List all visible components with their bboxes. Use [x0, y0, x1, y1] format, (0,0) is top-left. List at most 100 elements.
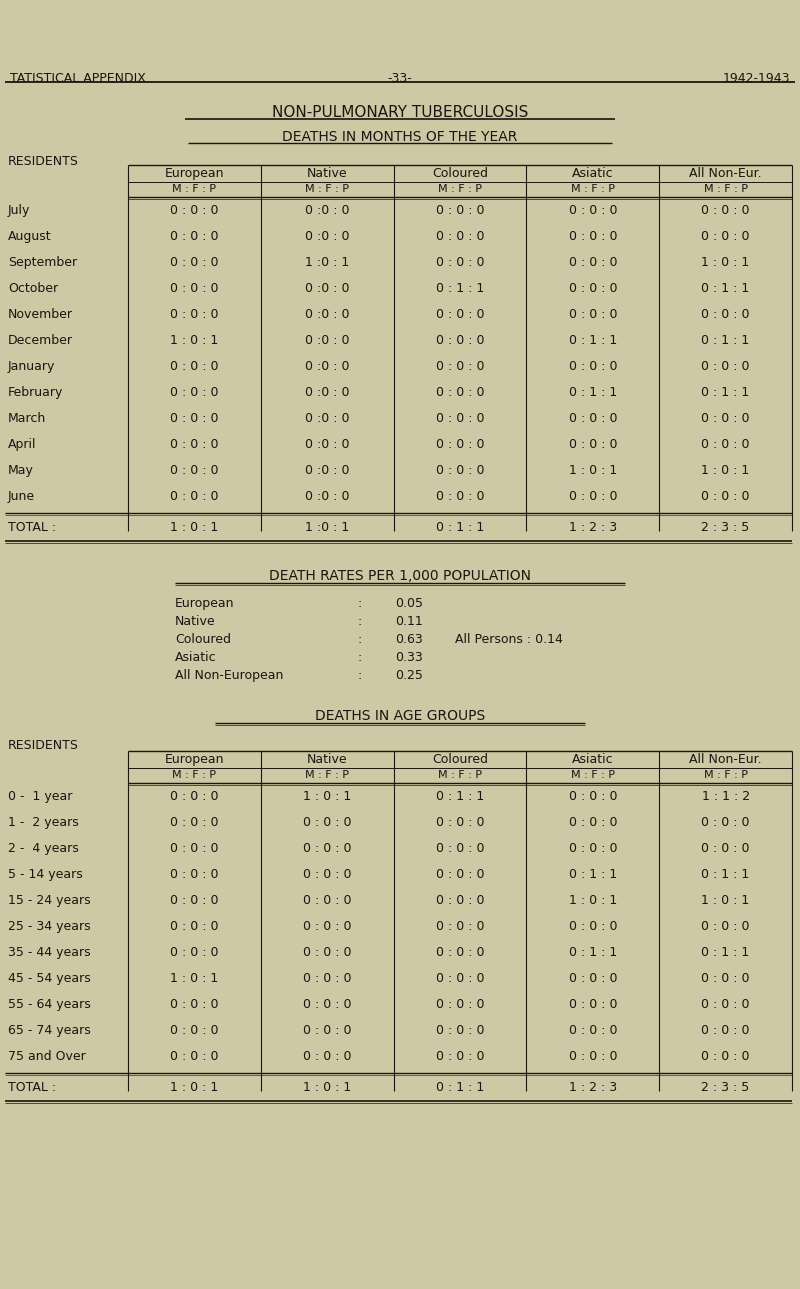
Text: 1 : 0 : 1: 1 : 0 : 1: [702, 464, 750, 477]
Text: 0.11: 0.11: [395, 615, 422, 628]
Text: Coloured: Coloured: [175, 633, 231, 646]
Text: 1 : 0 : 1: 1 : 0 : 1: [702, 895, 750, 907]
Text: 0 : 0 : 0: 0 : 0 : 0: [170, 257, 218, 269]
Text: 0 : 0 : 0: 0 : 0 : 0: [436, 946, 484, 959]
Text: 0 : 0 : 0: 0 : 0 : 0: [702, 229, 750, 244]
Text: 0 : 1 : 1: 0 : 1 : 1: [569, 334, 617, 347]
Text: 0 : 0 : 0: 0 : 0 : 0: [436, 438, 484, 451]
Text: 65 - 74 years: 65 - 74 years: [8, 1023, 90, 1036]
Text: M : F : P: M : F : P: [438, 184, 482, 195]
Text: 0 : 0 : 0: 0 : 0 : 0: [170, 282, 218, 295]
Text: 0 : 0 : 0: 0 : 0 : 0: [436, 204, 484, 217]
Text: 0 : 1 : 1: 0 : 1 : 1: [702, 334, 750, 347]
Text: 0 : 0 : 0: 0 : 0 : 0: [569, 972, 617, 985]
Text: 0 : 0 : 0: 0 : 0 : 0: [569, 308, 617, 321]
Text: 0 : 0 : 0: 0 : 0 : 0: [170, 946, 218, 959]
Text: 0 : 0 : 0: 0 : 0 : 0: [170, 438, 218, 451]
Text: 0 : 0 : 0: 0 : 0 : 0: [436, 464, 484, 477]
Text: All Non-Eur.: All Non-Eur.: [690, 753, 762, 766]
Text: NON-PULMONARY TUBERCULOSIS: NON-PULMONARY TUBERCULOSIS: [272, 104, 528, 120]
Text: 0 : 0 : 0: 0 : 0 : 0: [303, 867, 351, 880]
Text: 0 : 0 : 0: 0 : 0 : 0: [702, 308, 750, 321]
Text: 0 : 0 : 0: 0 : 0 : 0: [702, 998, 750, 1011]
Text: 1 : 0 : 1: 1 : 0 : 1: [702, 257, 750, 269]
Text: RESIDENTS: RESIDENTS: [8, 155, 79, 168]
Text: 0 : 0 : 0: 0 : 0 : 0: [702, 438, 750, 451]
Text: 0 : 0 : 0: 0 : 0 : 0: [170, 1051, 218, 1063]
Text: :: :: [358, 597, 362, 610]
Text: 0 : 0 : 0: 0 : 0 : 0: [702, 1051, 750, 1063]
Text: European: European: [165, 168, 224, 180]
Text: 0 :0 : 0: 0 :0 : 0: [305, 229, 350, 244]
Text: 0 : 0 : 0: 0 : 0 : 0: [436, 998, 484, 1011]
Text: 0 : 0 : 0: 0 : 0 : 0: [436, 257, 484, 269]
Text: 75 and Over: 75 and Over: [8, 1051, 86, 1063]
Text: :: :: [358, 615, 362, 628]
Text: 15 - 24 years: 15 - 24 years: [8, 895, 90, 907]
Text: 0 : 0 : 0: 0 : 0 : 0: [170, 229, 218, 244]
Text: 0 :0 : 0: 0 :0 : 0: [305, 308, 350, 321]
Text: 0 : 0 : 0: 0 : 0 : 0: [170, 920, 218, 933]
Text: 0 : 0 : 0: 0 : 0 : 0: [569, 1051, 617, 1063]
Text: 1 -  2 years: 1 - 2 years: [8, 816, 78, 829]
Text: 0 : 0 : 0: 0 : 0 : 0: [702, 920, 750, 933]
Text: 2 : 3 : 5: 2 : 3 : 5: [702, 521, 750, 534]
Text: M : F : P: M : F : P: [704, 770, 747, 780]
Text: 55 - 64 years: 55 - 64 years: [8, 998, 90, 1011]
Text: 0 : 0 : 0: 0 : 0 : 0: [170, 790, 218, 803]
Text: 0 : 0 : 0: 0 : 0 : 0: [170, 842, 218, 855]
Text: 0 : 0 : 0: 0 : 0 : 0: [170, 412, 218, 425]
Text: November: November: [8, 308, 73, 321]
Text: M : F : P: M : F : P: [306, 184, 350, 195]
Text: 0.05: 0.05: [395, 597, 423, 610]
Text: 0 : 1 : 1: 0 : 1 : 1: [702, 867, 750, 880]
Text: 1 : 2 : 3: 1 : 2 : 3: [569, 1081, 617, 1094]
Text: European: European: [165, 753, 224, 766]
Text: 1 : 0 : 1: 1 : 0 : 1: [569, 464, 617, 477]
Text: Asiatic: Asiatic: [175, 651, 217, 664]
Text: 0 : 0 : 0: 0 : 0 : 0: [569, 816, 617, 829]
Text: Asiatic: Asiatic: [572, 753, 614, 766]
Text: 0 : 0 : 0: 0 : 0 : 0: [170, 816, 218, 829]
Text: 1942-1943: 1942-1943: [722, 72, 790, 85]
Text: Native: Native: [307, 753, 347, 766]
Text: M : F : P: M : F : P: [571, 184, 615, 195]
Text: 0 : 0 : 0: 0 : 0 : 0: [170, 360, 218, 373]
Text: M : F : P: M : F : P: [704, 184, 747, 195]
Text: 0 : 0 : 0: 0 : 0 : 0: [303, 1051, 351, 1063]
Text: July: July: [8, 204, 30, 217]
Text: 0 :0 : 0: 0 :0 : 0: [305, 464, 350, 477]
Text: 0 : 0 : 0: 0 : 0 : 0: [303, 816, 351, 829]
Text: 0 : 0 : 0: 0 : 0 : 0: [303, 920, 351, 933]
Text: 0 : 1 : 1: 0 : 1 : 1: [702, 282, 750, 295]
Text: 2 -  4 years: 2 - 4 years: [8, 842, 78, 855]
Text: 0 : 0 : 0: 0 : 0 : 0: [569, 229, 617, 244]
Text: 0 : 0 : 0: 0 : 0 : 0: [436, 229, 484, 244]
Text: 0.63: 0.63: [395, 633, 422, 646]
Text: All Persons : 0.14: All Persons : 0.14: [455, 633, 563, 646]
Text: 0 : 1 : 1: 0 : 1 : 1: [569, 867, 617, 880]
Text: DEATHS IN AGE GROUPS: DEATHS IN AGE GROUPS: [315, 709, 485, 723]
Text: 0 : 0 : 0: 0 : 0 : 0: [436, 334, 484, 347]
Text: TATISTICAL APPENDIX: TATISTICAL APPENDIX: [10, 72, 146, 85]
Text: 0 : 0 : 0: 0 : 0 : 0: [436, 490, 484, 503]
Text: 0 : 0 : 0: 0 : 0 : 0: [170, 867, 218, 880]
Text: March: March: [8, 412, 46, 425]
Text: 25 - 34 years: 25 - 34 years: [8, 920, 90, 933]
Text: 0 : 0 : 0: 0 : 0 : 0: [436, 412, 484, 425]
Text: 1 : 0 : 1: 1 : 0 : 1: [170, 1081, 218, 1094]
Text: February: February: [8, 385, 63, 400]
Text: 0 : 0 : 0: 0 : 0 : 0: [303, 946, 351, 959]
Text: 1 :0 : 1: 1 :0 : 1: [305, 521, 350, 534]
Text: :: :: [358, 633, 362, 646]
Text: Coloured: Coloured: [432, 168, 488, 180]
Text: 0 : 1 : 1: 0 : 1 : 1: [569, 385, 617, 400]
Text: 0 : 0 : 0: 0 : 0 : 0: [702, 1023, 750, 1036]
Text: 0 : 0 : 0: 0 : 0 : 0: [170, 1023, 218, 1036]
Text: 0 : 0 : 0: 0 : 0 : 0: [436, 1023, 484, 1036]
Text: M : F : P: M : F : P: [438, 770, 482, 780]
Text: All Non-European: All Non-European: [175, 669, 283, 682]
Text: 0 : 0 : 0: 0 : 0 : 0: [702, 360, 750, 373]
Text: Asiatic: Asiatic: [572, 168, 614, 180]
Text: 0 : 0 : 0: 0 : 0 : 0: [170, 464, 218, 477]
